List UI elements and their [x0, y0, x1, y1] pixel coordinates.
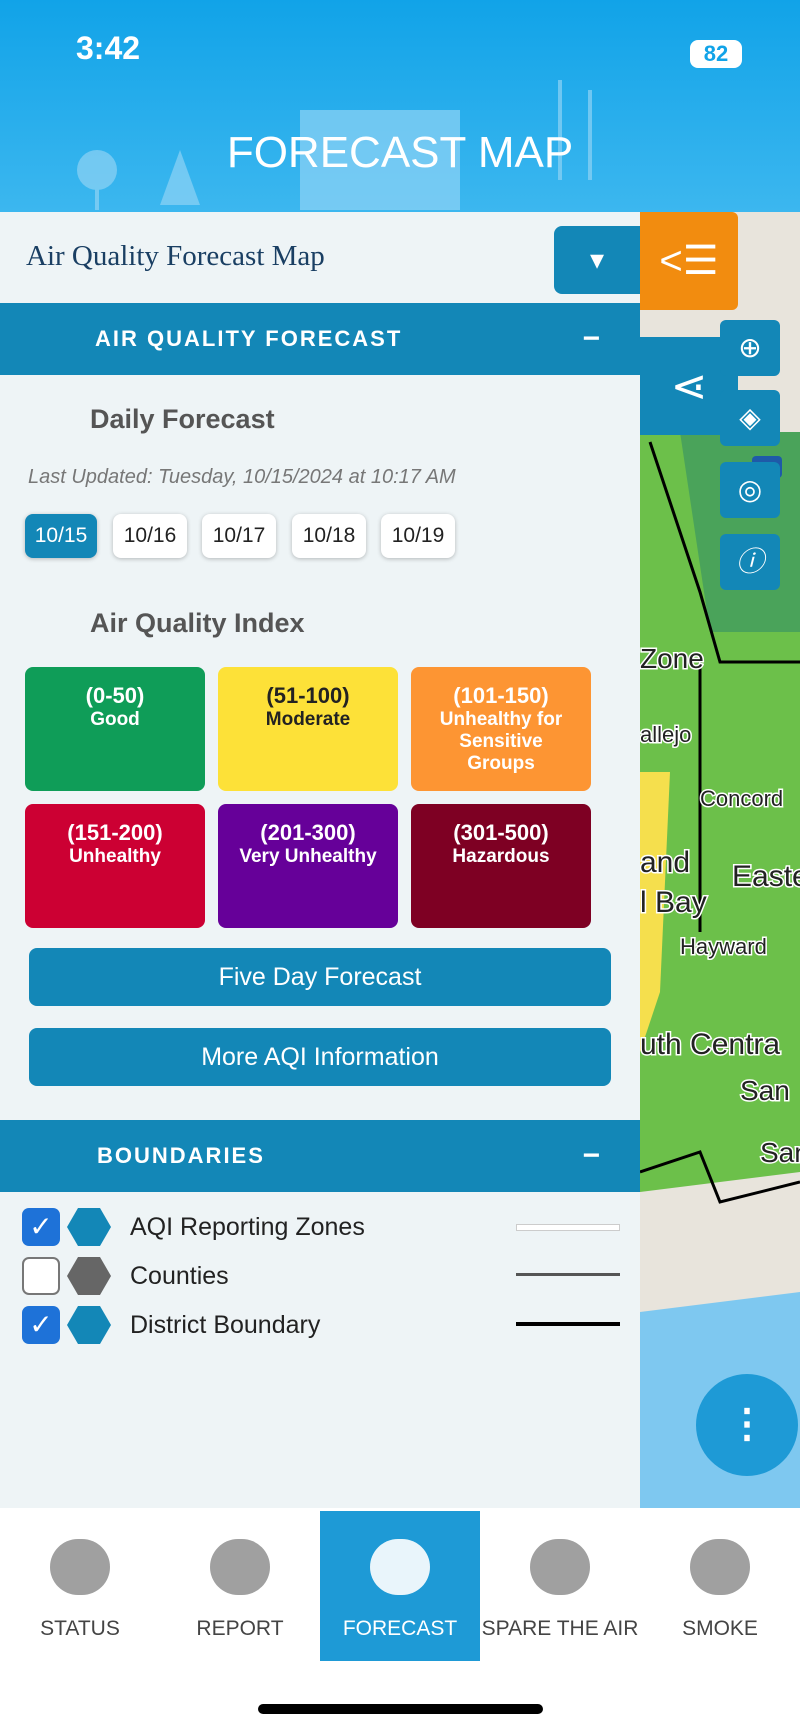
tab[interactable]: STATUS	[0, 1511, 160, 1661]
tab-label: FORECAST	[342, 1617, 458, 1640]
map-label: Concord	[700, 786, 783, 811]
section-bar[interactable]: AIR QUALITY FORECAST −	[0, 303, 640, 375]
layer-picker[interactable]: ▾	[554, 226, 640, 294]
aqi-range: (101-150)	[453, 683, 549, 708]
panel-title: Air Quality Forecast Map	[26, 240, 325, 272]
aqi-level: (201-300) Very Unhealthy	[218, 804, 398, 928]
tab-icon	[50, 1539, 110, 1595]
layer-label: District Boundary	[130, 1311, 321, 1339]
aqi-label: Very Unhealthy	[239, 846, 377, 867]
aqi-label: Good	[90, 709, 140, 730]
aqi-level: (51-100) Moderate	[218, 667, 398, 791]
aqi-label: Hazardous	[452, 846, 550, 867]
aqi-range: (301-500)	[453, 820, 549, 845]
tab-icon	[370, 1539, 430, 1595]
tab[interactable]: SPARE THE AIR	[480, 1511, 640, 1661]
layer-label: AQI Reporting Zones	[130, 1213, 365, 1241]
action-button[interactable]: More AQI Information	[29, 1028, 611, 1086]
map-label: and	[640, 846, 690, 879]
button-label: Five Day Forecast	[218, 962, 422, 991]
date-tab[interactable]: 10/19	[381, 514, 455, 558]
map-label: Hayward	[680, 934, 767, 959]
map-label: allejo	[640, 722, 691, 747]
tab[interactable]: SMOKE	[640, 1511, 800, 1661]
date-tab[interactable]: 10/17	[202, 514, 276, 558]
layer-icon	[67, 1306, 111, 1344]
header-art	[77, 80, 592, 210]
aqi-label: Unhealthy for Sensitive Groups	[439, 709, 563, 774]
button-label: More AQI Information	[201, 1042, 439, 1071]
compass-button[interactable]: ◈	[720, 390, 780, 446]
map-label: Sant	[760, 1137, 800, 1168]
tab[interactable]: FORECAST	[320, 1511, 480, 1661]
map-boundary	[640, 441, 800, 1204]
tab-label: SPARE THE AIR	[481, 1617, 639, 1640]
aqi-level: (301-500) Hazardous	[411, 804, 591, 928]
info-button[interactable]: ⓘ	[720, 534, 780, 590]
line-swatch	[516, 1224, 620, 1231]
map-label: Easte	[732, 860, 800, 893]
date-tab[interactable]: 10/16	[113, 514, 187, 558]
header-title: FORECAST MAP	[226, 128, 574, 177]
tab-icon	[530, 1539, 590, 1595]
collapse-panel-button[interactable]: <☰	[640, 212, 738, 310]
section-bar[interactable]: BOUNDARIES −	[0, 1120, 640, 1192]
aqi-title: Air Quality Index	[90, 608, 305, 638]
locate-button[interactable]: ◎	[720, 462, 780, 518]
checkbox[interactable]	[22, 1257, 60, 1295]
last-updated: Last Updated: Tuesday, 10/15/2024 at 10:…	[28, 466, 456, 488]
layer-label: Counties	[130, 1262, 229, 1290]
header: 3:42 82 FORECAST MAP	[0, 0, 800, 212]
tab-bar: STATUS REPORT FORECAST SPARE THE AIR SMOKE	[0, 1511, 800, 1661]
tab-icon	[690, 1539, 750, 1595]
line-swatch	[516, 1273, 620, 1276]
section-title: BOUNDARIES	[97, 1143, 265, 1168]
aqi-label: Unhealthy	[69, 846, 161, 867]
map-label: uth Centra	[640, 1028, 780, 1061]
aqi-range: (0-50)	[85, 683, 145, 708]
layer-icon	[67, 1257, 111, 1295]
aqi-range: (201-300)	[260, 820, 356, 845]
tab-label: REPORT	[196, 1617, 284, 1640]
map-label: l Bay	[640, 886, 707, 919]
aqi-level: (0-50) Good	[25, 667, 205, 791]
daily-title: Daily Forecast	[90, 404, 275, 434]
map-label: San	[740, 1075, 790, 1106]
layer-icon	[67, 1208, 111, 1246]
action-button[interactable]: Five Day Forecast	[29, 948, 611, 1006]
section-title: AIR QUALITY FORECAST	[95, 326, 403, 351]
aqi-level: (101-150) Unhealthy for Sensitive Groups	[411, 667, 591, 791]
aqi-range: (51-100)	[266, 683, 350, 708]
date-tab[interactable]: 10/18	[292, 514, 366, 558]
map-label: Zone	[640, 643, 704, 674]
tab-label: SMOKE	[682, 1617, 758, 1640]
line-swatch	[516, 1322, 620, 1326]
status-time: 3:42	[76, 30, 141, 66]
checkbox[interactable]: ✓	[22, 1208, 60, 1246]
aqi-range: (151-200)	[67, 820, 163, 845]
tab-label: STATUS	[40, 1617, 120, 1640]
tab[interactable]: REPORT	[160, 1511, 320, 1661]
tab-icon	[210, 1539, 270, 1595]
battery: 82	[690, 40, 742, 68]
zoom-button[interactable]: ⊕	[720, 320, 780, 376]
home-indicator	[258, 1704, 543, 1714]
date-tab[interactable]: 10/15	[25, 514, 97, 558]
checkbox[interactable]: ✓	[22, 1306, 60, 1344]
map-zone	[640, 772, 670, 1052]
aqi-label: Moderate	[265, 709, 351, 730]
side-panel: Air Quality Forecast Map ▾ AIR QUALITY F…	[0, 212, 640, 1508]
more-button[interactable]: ⋮	[696, 1374, 798, 1476]
aqi-level: (151-200) Unhealthy	[25, 804, 205, 928]
